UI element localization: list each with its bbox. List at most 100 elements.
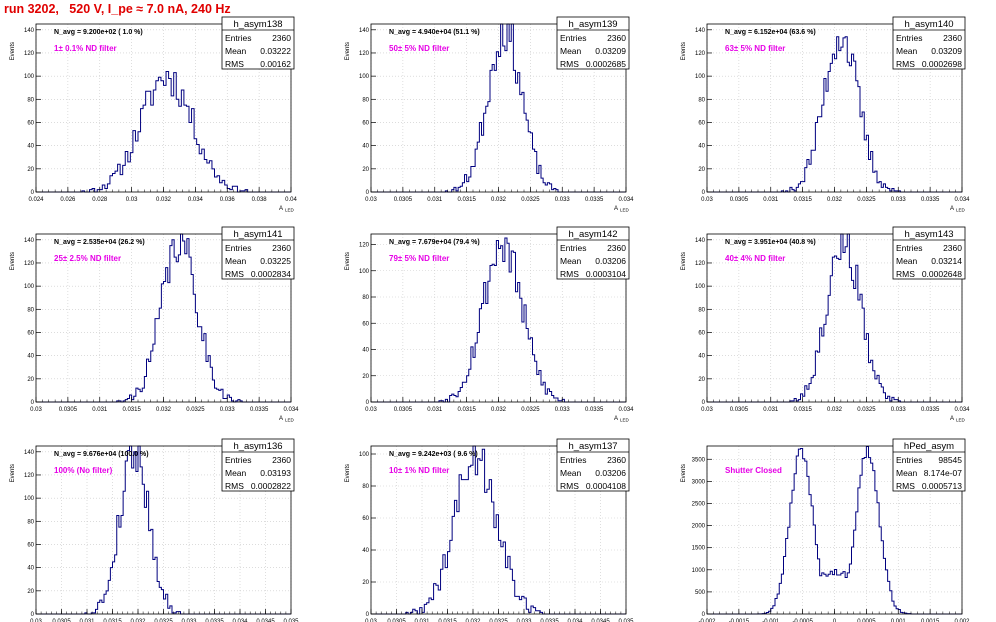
x-tick-label: 0.024 — [28, 197, 44, 203]
x-tick-label: 0.036 — [220, 197, 236, 203]
y-tick-label: 1500 — [692, 546, 706, 552]
x-tick-label: 0.034 — [954, 197, 970, 203]
y-tick-label: 40 — [698, 354, 705, 360]
stats-value: 0.0004108 — [586, 481, 626, 491]
x-tick-label: 0.032 — [156, 197, 172, 203]
x-tick-label: -0.001 — [762, 619, 780, 622]
x-tick-label: 0.032 — [491, 197, 507, 203]
x-tick-label: 0.0335 — [250, 407, 269, 413]
y-tick-label: 3000 — [692, 479, 706, 485]
x-axis-title: A LED — [279, 416, 295, 423]
stats-box: h_asym136 Entries 2360 Mean 0.03193 RMS 0.0002… — [221, 438, 295, 492]
y-tick-label: 60 — [27, 330, 34, 336]
histogram-panel-h_asym136: 0.03 0.0305 0.031 0.0315 0.032 0.0325 0.033 0.0… — [10, 438, 299, 622]
stats-value: 0.03222 — [260, 46, 291, 56]
stats-label: Mean — [560, 256, 582, 266]
x-tick-label: 0.034 — [232, 619, 248, 622]
histogram-line — [36, 71, 291, 193]
y-tick-label: 80 — [362, 484, 369, 490]
y-tick-label: 40 — [362, 144, 369, 150]
stats-label: Mean — [896, 46, 918, 56]
stats-box-title: h_asym142 — [568, 229, 617, 240]
stats-value: 0.0002685 — [586, 59, 626, 69]
stats-box-title: h_asym136 — [233, 441, 282, 452]
stats-box: h_asym141 Entries 2360 Mean 0.03225 RMS 0.0002… — [221, 226, 295, 280]
x-tick-label: 0.033 — [891, 407, 907, 413]
y-tick-label: 120 — [695, 51, 706, 57]
y-axis-title: Events — [681, 252, 687, 270]
x-tick-label: -0.0005 — [792, 619, 813, 622]
x-tick-label: 0.031 — [763, 197, 779, 203]
y-tick-label: 20 — [698, 167, 705, 173]
x-tick-label: 0.034 — [618, 197, 634, 203]
x-tick-label: 0.032 — [130, 619, 146, 622]
navg-label: N_avg = 6.152e+04 (63.6 %) — [725, 29, 816, 36]
x-axis-title: A LED — [950, 416, 966, 423]
stats-box-title: h_asym137 — [568, 441, 617, 452]
x-tick-label: 0.033 — [555, 407, 571, 413]
x-tick-label: 0.035 — [618, 619, 634, 622]
stats-box: h_asym137 Entries 2360 Mean 0.03206 RMS 0.0004… — [556, 438, 630, 492]
y-tick-label: 2500 — [692, 501, 706, 507]
x-tick-label: 0.031 — [427, 407, 443, 413]
y-tick-label: 60 — [698, 120, 705, 126]
x-tick-label: 0.0325 — [186, 407, 205, 413]
navg-label: N_avg = 3.951e+04 (40.8 %) — [725, 239, 816, 246]
x-tick-label: 0.0335 — [540, 619, 559, 622]
stats-value: 98545 — [938, 455, 962, 465]
x-tick-label: 0.03 — [701, 197, 713, 203]
y-axis-title: Events — [10, 252, 16, 270]
x-tick-label: 0.032 — [827, 407, 843, 413]
stats-label: RMS — [225, 269, 244, 279]
stats-label: Mean — [560, 468, 582, 478]
y-tick-label: 60 — [362, 321, 369, 327]
stats-value: 0.0002648 — [922, 269, 962, 279]
y-tick-label: 100 — [24, 74, 35, 80]
stats-label: Mean — [225, 46, 247, 56]
y-axis-title: Events — [681, 464, 687, 482]
y-tick-label: 140 — [695, 238, 706, 244]
stats-value: 0.03193 — [260, 468, 291, 478]
y-tick-label: 140 — [695, 28, 706, 34]
stats-value: 0.0005713 — [922, 481, 962, 491]
x-tick-label: 0.0315 — [122, 407, 141, 413]
stats-box: hPed_asym Entries 98545 Mean 8.174e-07 RMS 0.0… — [892, 438, 966, 492]
stats-label: RMS — [560, 59, 579, 69]
x-tick-label: 0.03 — [365, 619, 377, 622]
y-tick-label: 120 — [24, 51, 35, 57]
stats-value: 8.174e-07 — [924, 468, 963, 478]
y-tick-label: 80 — [27, 97, 34, 103]
x-tick-label: 0.033 — [220, 407, 236, 413]
x-tick-label: 0.0315 — [793, 407, 812, 413]
navg-label: N_avg = 2.535e+04 (26.2 %) — [54, 239, 145, 246]
x-axis-title-sub: LED — [956, 208, 966, 213]
stats-value: 2360 — [272, 33, 291, 43]
x-tick-label: 0.033 — [891, 197, 907, 203]
x-axis-title-sub: LED — [620, 418, 630, 423]
histogram-panel-h_asym143: 0.03 0.0305 0.031 0.0315 0.032 0.0325 0.033 0.0… — [681, 226, 970, 423]
histogram-panel-h_asym137: 0.03 0.0305 0.031 0.0315 0.032 0.0325 0.033 0.0… — [345, 438, 634, 622]
stats-value: 0.03206 — [595, 468, 626, 478]
stats-box: h_asym143 Entries 2360 Mean 0.03214 RMS 0.0002… — [892, 226, 966, 280]
x-tick-label: 0.03 — [126, 197, 138, 203]
x-tick-label: 0.034 — [188, 197, 204, 203]
y-tick-label: 40 — [698, 144, 705, 150]
stats-value: 0.03214 — [931, 256, 962, 266]
stats-box-title: h_asym140 — [904, 19, 953, 30]
x-tick-label: 0.033 — [181, 619, 197, 622]
stats-box: h_asym138 Entries 2360 Mean 0.03222 RMS 0.0016… — [221, 16, 295, 70]
y-tick-label: 0 — [366, 400, 370, 406]
stats-box-title: h_asym139 — [568, 19, 617, 30]
stats-value: 0.0002822 — [251, 481, 291, 491]
y-tick-label: 0 — [702, 190, 706, 196]
y-tick-label: 120 — [695, 261, 706, 267]
x-axis-title: A LED — [279, 206, 295, 213]
x-tick-label: 0.0305 — [730, 197, 749, 203]
x-tick-label: 0.0325 — [521, 197, 540, 203]
stats-box-frame — [556, 438, 630, 492]
y-tick-label: 100 — [24, 284, 35, 290]
stats-value: 0.0002834 — [251, 269, 291, 279]
y-tick-label: 60 — [362, 516, 369, 522]
y-tick-label: 40 — [27, 354, 34, 360]
